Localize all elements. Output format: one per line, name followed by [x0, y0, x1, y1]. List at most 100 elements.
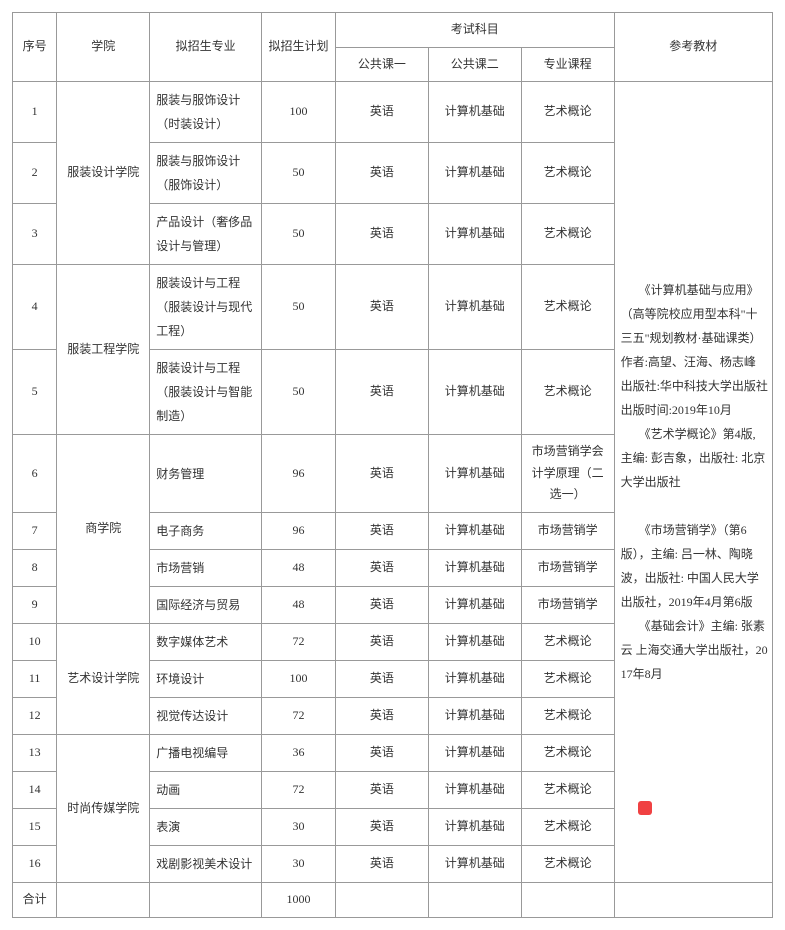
cell-plan: 50	[262, 143, 336, 204]
cell-num: 4	[13, 265, 57, 350]
cell-e1: 英语	[335, 623, 428, 660]
cell-num: 5	[13, 350, 57, 435]
cell-num: 7	[13, 512, 57, 549]
cell-e1: 英语	[335, 586, 428, 623]
cell-e3: 艺术概论	[521, 82, 614, 143]
cell-e2: 计算机基础	[428, 623, 521, 660]
cell-major: 服装设计与工程（服装设计与智能制造）	[150, 350, 262, 435]
cell-e2: 计算机基础	[428, 808, 521, 845]
cell-e3: 艺术概论	[521, 734, 614, 771]
cell-e1: 英语	[335, 549, 428, 586]
toutiao-icon	[638, 801, 652, 815]
cell-plan: 100	[262, 82, 336, 143]
cell-num: 14	[13, 771, 57, 808]
watermark-text: 头条@专升本日记	[661, 799, 773, 814]
cell-e1: 英语	[335, 734, 428, 771]
cell-e3: 艺术概论	[521, 623, 614, 660]
cell-e2: 计算机基础	[428, 350, 521, 435]
cell-major: 数字媒体艺术	[150, 623, 262, 660]
cell-major: 戏剧影视美术设计	[150, 845, 262, 882]
cell-e1: 英语	[335, 143, 428, 204]
cell-major: 服装与服饰设计（时装设计）	[150, 82, 262, 143]
cell-major: 产品设计（奢侈品设计与管理）	[150, 204, 262, 265]
cell-e3: 艺术概论	[521, 265, 614, 350]
cell-e1: 英语	[335, 265, 428, 350]
cell-major: 环境设计	[150, 660, 262, 697]
table-row: 1 服装设计学院 服装与服饰设计（时装设计） 100 英语 计算机基础 艺术概论…	[13, 82, 773, 143]
cell-plan: 50	[262, 204, 336, 265]
cell-e1: 英语	[335, 845, 428, 882]
cell-num: 2	[13, 143, 57, 204]
cell-num: 12	[13, 697, 57, 734]
empty-cell	[614, 882, 772, 917]
cell-e1: 英语	[335, 660, 428, 697]
cell-e2: 计算机基础	[428, 204, 521, 265]
th-major: 拟招生专业	[150, 13, 262, 82]
cell-e3: 艺术概论	[521, 808, 614, 845]
cell-e2: 计算机基础	[428, 697, 521, 734]
cell-college: 艺术设计学院	[57, 623, 150, 734]
cell-e2: 计算机基础	[428, 845, 521, 882]
cell-num: 13	[13, 734, 57, 771]
cell-e3: 市场营销学	[521, 586, 614, 623]
cell-major: 服装与服饰设计（服饰设计）	[150, 143, 262, 204]
cell-major: 视觉传达设计	[150, 697, 262, 734]
cell-e2: 计算机基础	[428, 512, 521, 549]
cell-plan: 48	[262, 586, 336, 623]
cell-e3: 市场营销学	[521, 512, 614, 549]
cell-plan: 72	[262, 697, 336, 734]
cell-e3: 艺术概论	[521, 771, 614, 808]
header-row-1: 序号 学院 拟招生专业 拟招生计划 考试科目 参考教材	[13, 13, 773, 48]
th-ref: 参考教材	[614, 13, 772, 82]
th-plan: 拟招生计划	[262, 13, 336, 82]
cell-num: 16	[13, 845, 57, 882]
cell-e1: 英语	[335, 771, 428, 808]
watermark: 头条@专升本日记	[638, 796, 773, 815]
cell-college: 服装设计学院	[57, 82, 150, 265]
th-exam1: 公共课一	[335, 47, 428, 82]
empty-cell	[521, 882, 614, 917]
cell-e2: 计算机基础	[428, 435, 521, 513]
cell-plan: 30	[262, 845, 336, 882]
cell-e3: 艺术概论	[521, 845, 614, 882]
cell-e3: 艺术概论	[521, 143, 614, 204]
cell-e2: 计算机基础	[428, 143, 521, 204]
cell-college: 服装工程学院	[57, 265, 150, 435]
cell-e2: 计算机基础	[428, 265, 521, 350]
cell-plan: 72	[262, 623, 336, 660]
cell-num: 15	[13, 808, 57, 845]
cell-num: 8	[13, 549, 57, 586]
th-num: 序号	[13, 13, 57, 82]
cell-major: 市场营销	[150, 549, 262, 586]
cell-major: 服装设计与工程（服装设计与现代工程）	[150, 265, 262, 350]
cell-e2: 计算机基础	[428, 771, 521, 808]
cell-e3: 艺术概论	[521, 350, 614, 435]
cell-e3: 艺术概论	[521, 697, 614, 734]
cell-e2: 计算机基础	[428, 82, 521, 143]
cell-e2: 计算机基础	[428, 734, 521, 771]
cell-plan: 50	[262, 265, 336, 350]
empty-cell	[150, 882, 262, 917]
cell-plan: 100	[262, 660, 336, 697]
cell-college: 商学院	[57, 435, 150, 624]
cell-major: 财务管理	[150, 435, 262, 513]
cell-e1: 英语	[335, 82, 428, 143]
cell-e1: 英语	[335, 512, 428, 549]
admission-table: 序号 学院 拟招生专业 拟招生计划 考试科目 参考教材 公共课一 公共课二 专业…	[12, 12, 773, 918]
empty-cell	[428, 882, 521, 917]
cell-e3: 市场营销学会计学原理（二选一）	[521, 435, 614, 513]
cell-college: 时尚传媒学院	[57, 734, 150, 882]
cell-e1: 英语	[335, 435, 428, 513]
cell-plan: 96	[262, 435, 336, 513]
cell-plan: 30	[262, 808, 336, 845]
th-exam: 考试科目	[335, 13, 614, 48]
cell-num: 10	[13, 623, 57, 660]
cell-num: 11	[13, 660, 57, 697]
cell-num: 3	[13, 204, 57, 265]
cell-plan: 50	[262, 350, 336, 435]
empty-cell	[335, 882, 428, 917]
cell-e2: 计算机基础	[428, 549, 521, 586]
cell-plan: 36	[262, 734, 336, 771]
cell-num: 1	[13, 82, 57, 143]
cell-major: 广播电视编导	[150, 734, 262, 771]
